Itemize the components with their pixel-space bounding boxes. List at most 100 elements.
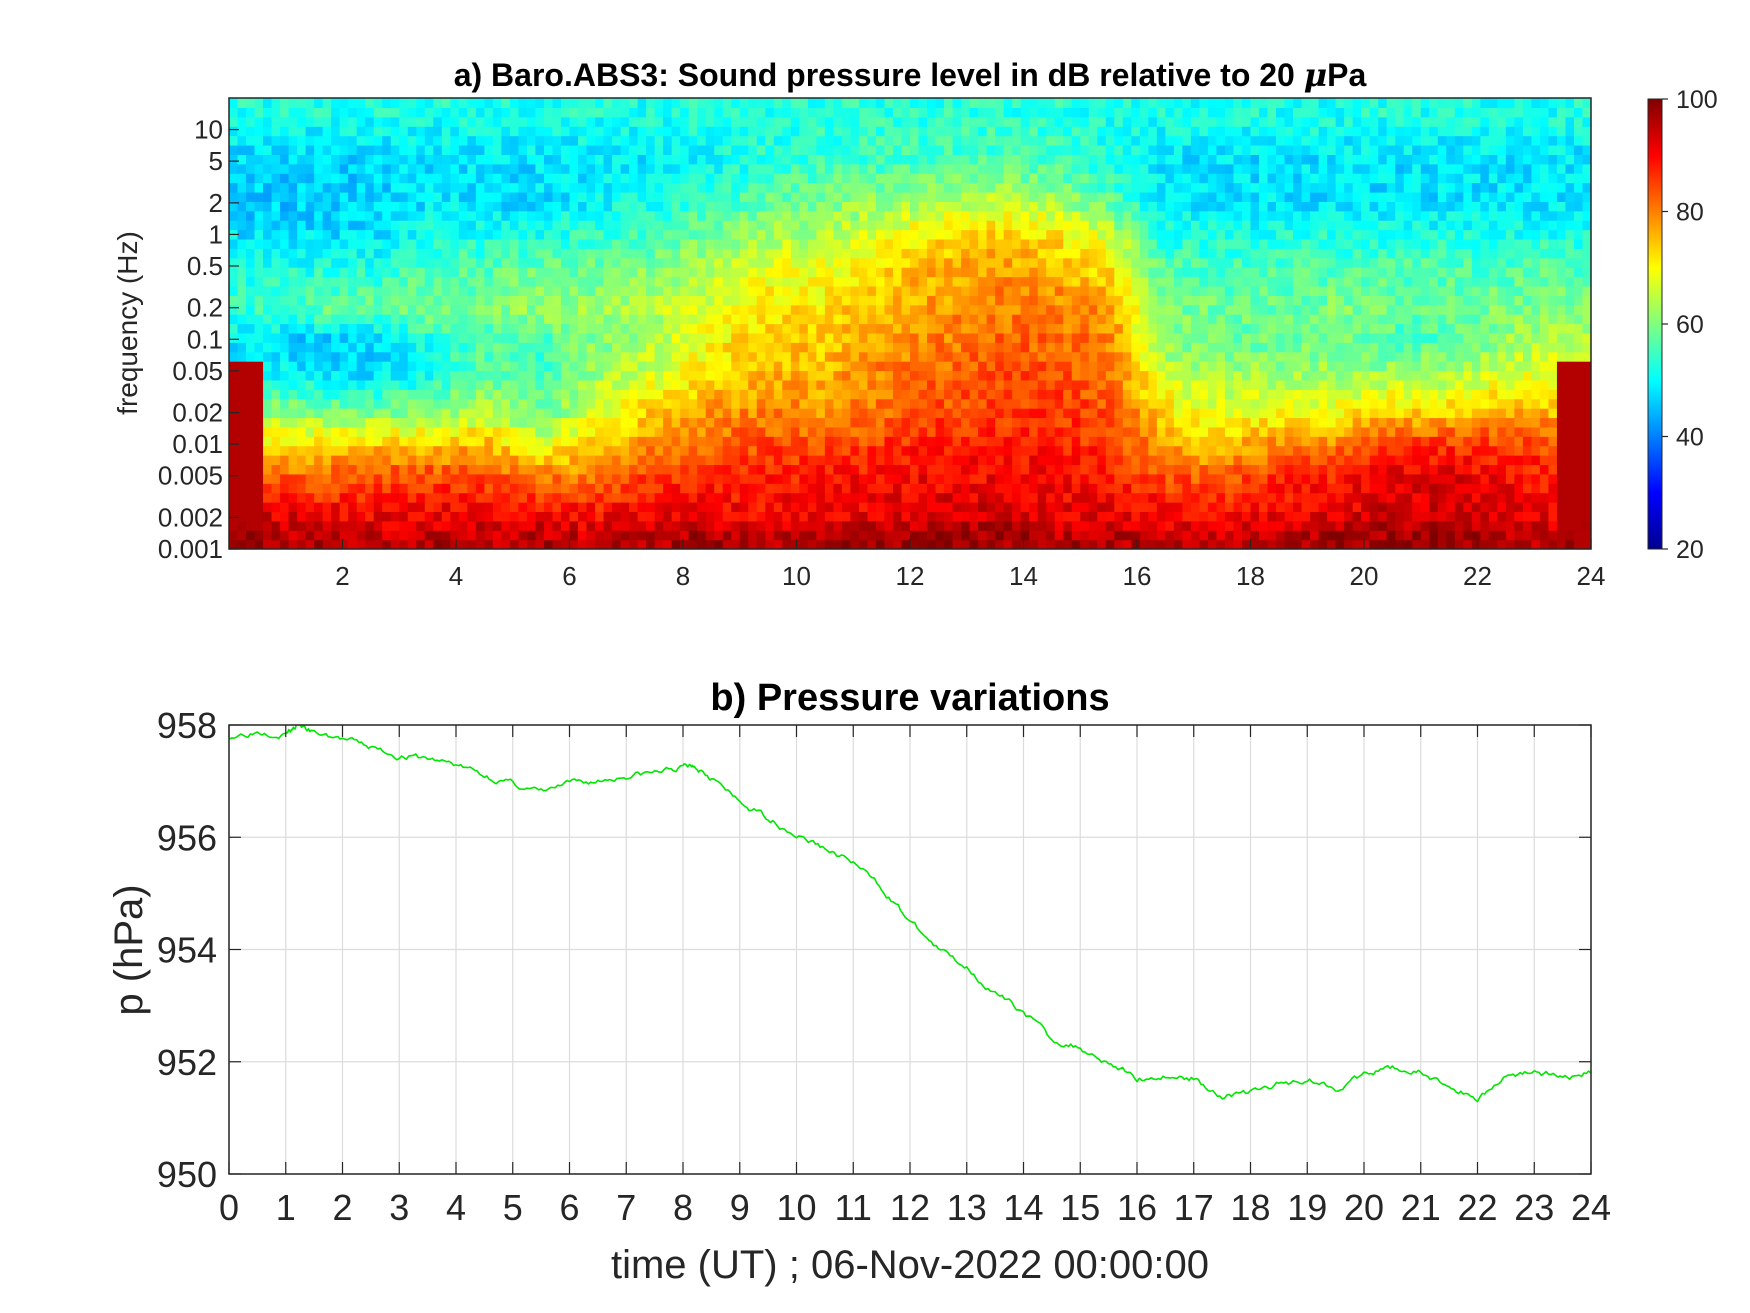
spectrogram-cell [254, 248, 264, 259]
spectrogram-cell [331, 332, 341, 343]
spectrogram-cell [254, 257, 264, 268]
spectrogram-cell [927, 276, 937, 287]
spectrogram-cell [237, 173, 247, 184]
spectrogram-cell [237, 248, 247, 259]
spectrogram-cell [756, 98, 766, 108]
spectrogram-cell [892, 220, 903, 231]
spectrogram-cell [433, 220, 443, 231]
spectrogram-cell [875, 332, 886, 343]
spectrogram-cell [331, 135, 341, 146]
spectrogram-cell [654, 144, 664, 155]
spectrogram-cell [935, 502, 945, 513]
spectrogram-cell [1029, 304, 1039, 315]
spectrogram-cell [1105, 248, 1115, 259]
spectrogram-cell [875, 238, 886, 249]
spectrogram-cell [1054, 464, 1064, 475]
spectrogram-cell [399, 314, 409, 325]
spectrogram-cell [927, 267, 937, 278]
spectrogram-cell [910, 201, 920, 212]
spectrogram-cell [910, 98, 920, 108]
spectrogram-cell [271, 332, 281, 343]
spectrogram-cell [339, 304, 349, 315]
spectrogram-cell [1003, 351, 1013, 362]
spectrogram-cell [1003, 135, 1013, 146]
spectrogram-cell [790, 379, 800, 390]
spectrogram-cell [543, 135, 554, 146]
spectrogram-cell [526, 483, 537, 494]
spectrogram-cell [339, 276, 349, 287]
spectrogram-cell [1063, 445, 1073, 456]
spectrogram-cell [884, 210, 894, 221]
spectrogram-cell [1080, 116, 1090, 127]
spectrogram-cell [407, 436, 417, 447]
spectrogram-cell [518, 436, 528, 447]
spectrogram-cell [441, 116, 451, 127]
spectrogram-cell [552, 163, 562, 174]
spectrogram-cell [867, 116, 877, 127]
spectrogram-cell [1029, 342, 1039, 353]
spectrogram-cell [1046, 173, 1056, 184]
spectrogram-cell [314, 379, 324, 390]
spectrogram-cell [356, 417, 366, 428]
spectrogram-cell [1020, 154, 1030, 165]
spectrogram-cell [560, 342, 571, 353]
spectrogram-cell [1088, 304, 1098, 315]
spectrogram-cell [773, 370, 783, 381]
spectrogram-cell [365, 361, 375, 372]
spectrogram-cell [450, 370, 460, 381]
spectrogram-cell [484, 436, 494, 447]
spectrogram-cell [892, 238, 903, 249]
spectrogram-cell [1071, 154, 1081, 165]
spectrogram-cell [1029, 539, 1039, 549]
spectrogram-cell [756, 483, 766, 494]
spectrogram-cell [458, 210, 468, 221]
spectrogram-cell [305, 248, 315, 259]
spectrogram-cell [910, 530, 920, 541]
spectrogram-cell [824, 342, 834, 353]
spectrogram-cell [918, 445, 928, 456]
spectrogram-cell [892, 539, 903, 549]
spectrogram-cell [526, 295, 537, 306]
spectrogram-cell [569, 464, 579, 475]
spectrogram-cell [288, 98, 298, 108]
spectrogram-cell [543, 107, 554, 118]
spectrogram-cell [756, 426, 766, 437]
spectrogram-cell [688, 238, 698, 249]
spectrogram-cell [910, 116, 920, 127]
spectrogram-cell [663, 426, 673, 437]
spectrogram-cell [552, 332, 562, 343]
spectrogram-cell [1020, 417, 1030, 428]
spectrogram-cell [1054, 389, 1064, 400]
spectrogram-cell [748, 229, 758, 240]
spectrogram-cell [433, 98, 443, 108]
spectrogram-cell [782, 220, 792, 231]
spectrogram-cell [816, 295, 826, 306]
spectrogram-cell [944, 295, 954, 306]
spectrogram-cell [1054, 295, 1064, 306]
spectrogram-cell [867, 126, 877, 137]
spectrogram-cell [586, 483, 596, 494]
spectrogram-cell [518, 332, 528, 343]
spectrogram-cell [254, 379, 264, 390]
spectrogram-cell [892, 163, 903, 174]
spectrogram-cell [280, 520, 290, 531]
spectrogram-cell [995, 492, 1005, 503]
spectrogram-cell [867, 530, 877, 541]
spectrogram-cell [663, 210, 673, 221]
spectrogram-cell [280, 182, 290, 193]
spectrogram-cell [365, 520, 375, 531]
spectrogram-cell [416, 201, 426, 212]
spectrogram-cell [773, 398, 783, 409]
spectrogram-cell [416, 351, 426, 362]
spectrogram-cell [441, 267, 451, 278]
spectrogram-cell [680, 314, 690, 325]
spectrogram-cell [663, 361, 673, 372]
spectrogram-cell [816, 473, 826, 484]
spectrogram-cell [518, 116, 528, 127]
spectrogram-cell [833, 408, 843, 419]
spectrogram-cell [918, 257, 928, 268]
spectrogram-cell [407, 173, 417, 184]
spectrogram-cell [586, 126, 596, 137]
spectrogram-cell [331, 154, 341, 165]
spectrogram-cell [824, 276, 834, 287]
